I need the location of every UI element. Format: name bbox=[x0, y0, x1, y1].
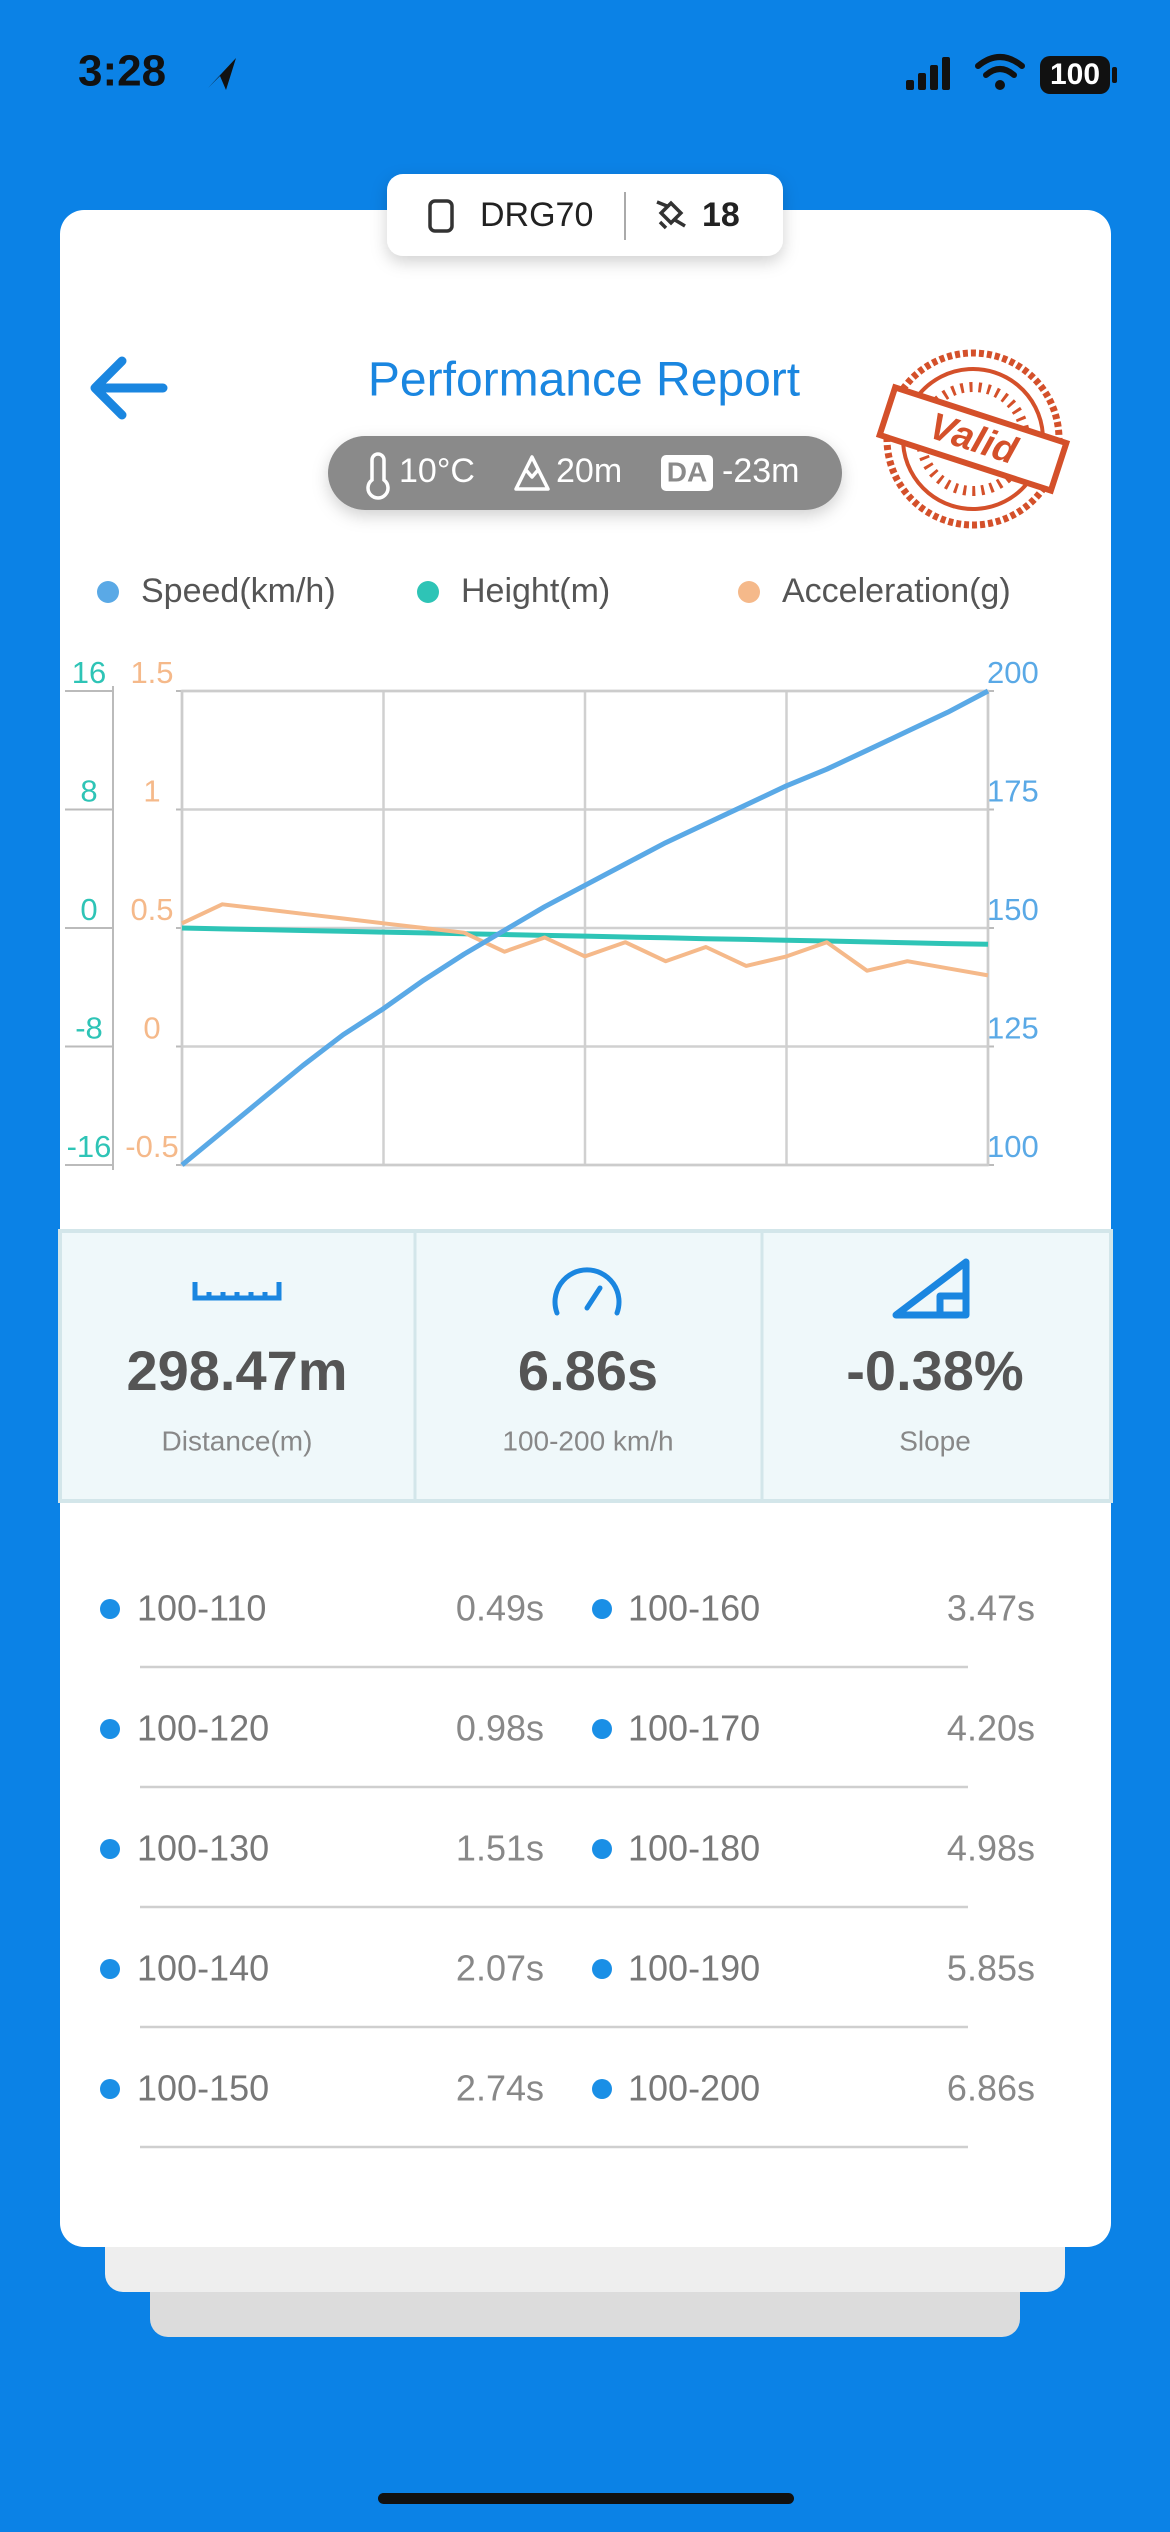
y-tick-label: 16 bbox=[72, 655, 106, 690]
split-time: 2.07s bbox=[456, 1948, 544, 1989]
wifi-dot bbox=[995, 80, 1005, 90]
device-icon bbox=[428, 199, 454, 233]
split-time: 4.98s bbox=[947, 1828, 1035, 1869]
page-title: Performance Report bbox=[368, 354, 800, 407]
chart: -16 -8 0 8 16 -0.5 0 0.5 1 1.5 100 125 150 175 200 Spee… bbox=[65, 572, 1039, 1170]
split-time: 1.51s bbox=[456, 1828, 544, 1869]
legend-label[interactable]: Height(m) bbox=[461, 572, 610, 610]
y-tick-label: 8 bbox=[80, 774, 97, 809]
da-badge bbox=[661, 455, 713, 491]
conditions-pill bbox=[328, 436, 842, 510]
split-range: 100-140 bbox=[137, 1948, 269, 1989]
y2-tick-label: 100 bbox=[987, 1129, 1039, 1164]
stat-value: 298.47m bbox=[126, 1339, 347, 1402]
card bbox=[60, 210, 1111, 2247]
split-range: 100-180 bbox=[628, 1828, 760, 1869]
split-marker bbox=[592, 1839, 612, 1859]
y2-tick-label: 200 bbox=[987, 655, 1039, 690]
split-marker bbox=[100, 1719, 120, 1739]
split-marker bbox=[592, 1959, 612, 1979]
split-marker bbox=[100, 1839, 120, 1859]
y3-tick-label: 1.5 bbox=[130, 655, 173, 690]
split-time: 2.74s bbox=[456, 2068, 544, 2109]
series-line bbox=[181, 925, 989, 947]
split-range: 100-150 bbox=[137, 2068, 269, 2109]
split-time: 0.49s bbox=[456, 1588, 544, 1629]
back-button[interactable] bbox=[90, 356, 168, 420]
y-tick-label: 0 bbox=[80, 892, 97, 927]
battery bbox=[1040, 56, 1110, 94]
y2-tick-label: 175 bbox=[987, 774, 1039, 809]
slope-icon bbox=[892, 1258, 970, 1319]
split-marker bbox=[592, 2079, 612, 2099]
stat-value: 6.86s bbox=[518, 1339, 658, 1402]
y3-tick-label: 1 bbox=[143, 774, 160, 809]
split-range: 100-130 bbox=[137, 1828, 269, 1869]
battery-tip bbox=[1112, 67, 1117, 83]
y-tick-label: -16 bbox=[67, 1129, 112, 1164]
split-marker bbox=[100, 2079, 120, 2099]
split-time: 4.20s bbox=[947, 1708, 1035, 1749]
split-marker bbox=[592, 1599, 612, 1619]
split-range: 100-170 bbox=[628, 1708, 760, 1749]
signal-icon bbox=[906, 57, 950, 90]
split-range: 100-160 bbox=[628, 1588, 760, 1629]
split-time: 6.86s bbox=[947, 2068, 1035, 2109]
split-time: 3.47s bbox=[947, 1588, 1035, 1629]
thermometer-icon bbox=[366, 452, 390, 500]
device-pill[interactable] bbox=[387, 174, 783, 256]
distance-icon bbox=[192, 1282, 282, 1301]
y3-tick-label: 0.5 bbox=[130, 892, 173, 927]
stat-label: Slope bbox=[899, 1425, 971, 1456]
series-line bbox=[181, 902, 989, 978]
y3-tick-label: 0 bbox=[143, 1011, 160, 1046]
split-marker bbox=[100, 1959, 120, 1979]
legend-marker bbox=[97, 581, 119, 603]
stat-label: 100-200 km/h bbox=[502, 1425, 673, 1456]
split-range: 100-110 bbox=[137, 1588, 266, 1629]
device-name: DRG70 bbox=[480, 196, 593, 234]
satellite-icon bbox=[656, 200, 686, 230]
valid-stamp: Valid bbox=[875, 349, 1071, 529]
legend-marker bbox=[738, 581, 760, 603]
stats: 298.47m Distance(m) 6.86s 100-200 km/h -0.38… bbox=[126, 1339, 1023, 1457]
y-tick-label: -8 bbox=[75, 1011, 103, 1046]
split-time: 5.85s bbox=[947, 1948, 1035, 1989]
legend-label[interactable]: Acceleration(g) bbox=[782, 572, 1011, 610]
home-indicator bbox=[378, 2493, 794, 2504]
satellite-count: 18 bbox=[702, 196, 740, 234]
wifi-icon bbox=[975, 54, 1025, 78]
y2-tick-label: 150 bbox=[987, 892, 1039, 927]
split-range: 100-190 bbox=[628, 1948, 760, 1989]
stats-panel bbox=[58, 1229, 1113, 1503]
stat-value: -0.38% bbox=[846, 1339, 1023, 1402]
series-line bbox=[180, 688, 990, 1167]
legend-label[interactable]: Speed(km/h) bbox=[141, 572, 336, 610]
battery-level: 100 bbox=[1050, 58, 1100, 91]
splits-table: 100-110 0.49s 100-120 0.98s 100-130 1.51s 100-… bbox=[100, 1588, 1035, 2149]
split-time: 0.98s bbox=[456, 1708, 544, 1749]
stat-label: Distance(m) bbox=[162, 1425, 313, 1456]
altitude-icon bbox=[514, 455, 550, 491]
split-marker bbox=[592, 1719, 612, 1739]
status-time: 3:28 bbox=[78, 47, 166, 96]
y2-tick-label: 125 bbox=[987, 1011, 1039, 1046]
split-range: 100-200 bbox=[628, 2068, 760, 2109]
location-icon bbox=[208, 58, 236, 90]
altitude: 20m bbox=[556, 452, 622, 490]
split-range: 100-120 bbox=[137, 1708, 269, 1749]
time-icon bbox=[552, 1267, 622, 1316]
temperature: 10°C bbox=[399, 452, 475, 490]
split-marker bbox=[100, 1599, 120, 1619]
y3-tick-label: -0.5 bbox=[125, 1129, 178, 1164]
da-label: DA bbox=[667, 456, 707, 487]
legend-marker bbox=[417, 581, 439, 603]
density-altitude: -23m bbox=[722, 452, 799, 490]
